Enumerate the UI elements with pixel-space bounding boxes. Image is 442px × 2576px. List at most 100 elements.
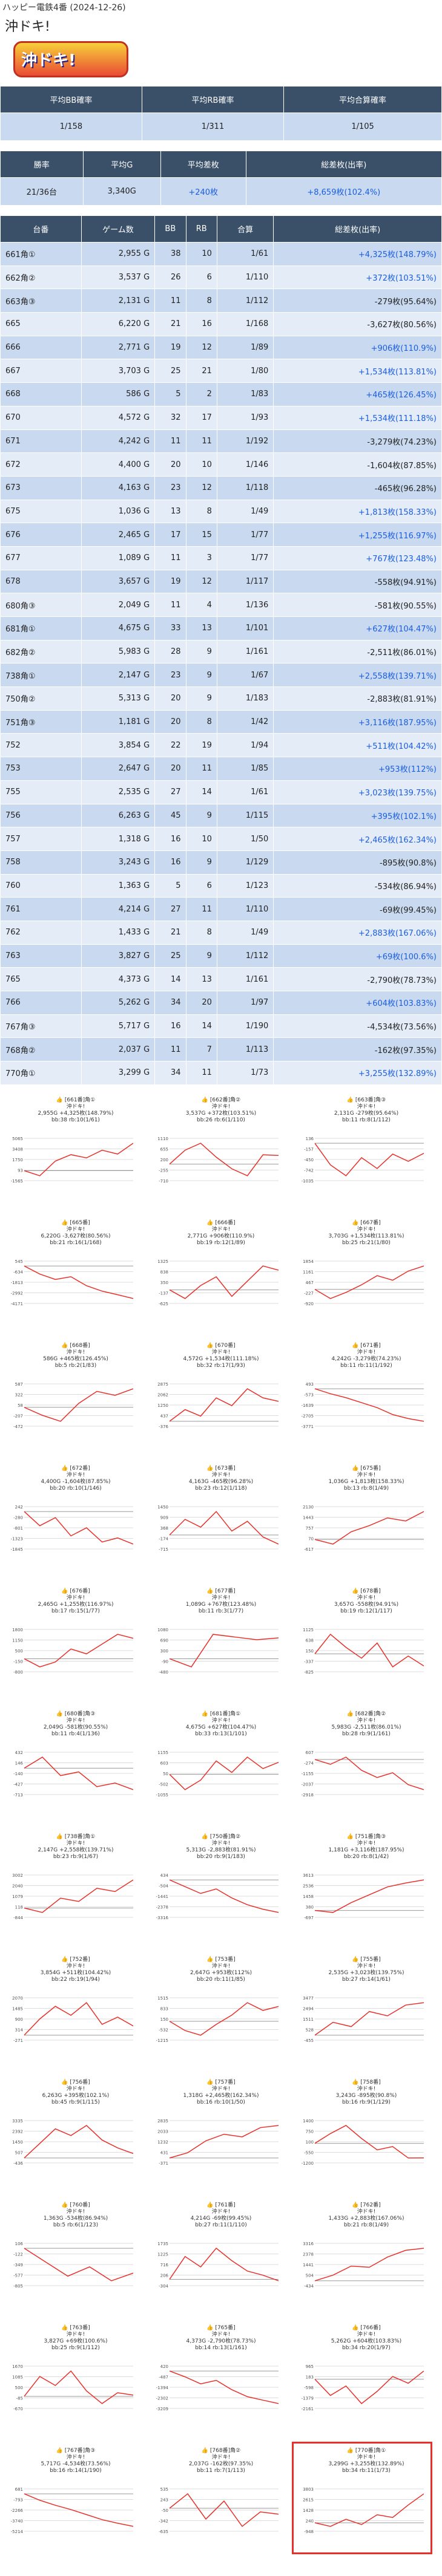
table-cell[interactable]: 752	[0, 733, 82, 758]
table-cell[interactable]: 671	[0, 429, 82, 454]
slot-chart-card[interactable]: 👍 [757番] 沖ドキ! 1,318G +2,465枚(162.34%) bb:16…	[151, 2079, 291, 2188]
chart-l2: 4,400G -1,604枚(87.85%)	[41, 1478, 111, 1485]
slot-chart-card[interactable]: 👍 [670番] 沖ドキ! 4,572G +1,534枚(111.18%) bb:32…	[151, 1343, 291, 1452]
slot-chart-card[interactable]: 👍 [751番]角③ 沖ドキ! 1,181G +3,116枚(187.95%) bb:…	[297, 1834, 436, 1943]
tick-label: -2037	[302, 1782, 314, 1787]
table-cell[interactable]: 670	[0, 405, 82, 430]
tick-label: 183	[306, 2375, 314, 2379]
tick-label: -1215	[156, 2038, 168, 2043]
slot-chart-card[interactable]: 👍 [667番] 沖ドキ! 3,703G +1,534枚(113.81%) bb:25…	[297, 1220, 436, 1329]
trend-chart: 2875 2062 1250 437 -376	[157, 1382, 279, 1429]
slot-chart-card[interactable]: 👍 [665番] 沖ドキ! 6,220G -3,627枚(80.56%) bb:21 …	[6, 1220, 145, 1329]
slot-chart-card[interactable]: 👍 [681番]角① 沖ドキ! 4,675G +627枚(104.47%) bb:33…	[151, 1711, 291, 1820]
table-row: 767角③ 5,717 G 16 14 1/190 -4,534枚(73.56%)	[0, 1014, 442, 1039]
tick-label: -487	[159, 2375, 168, 2379]
summary-value: 3,340G	[82, 177, 161, 206]
table-cell[interactable]: 756	[0, 803, 82, 828]
tick-label: -2378	[156, 1905, 168, 1909]
slot-chart-card[interactable]: 👍 [768番]角② 沖ドキ! 2,037G -162枚(97.35%) bb:11 …	[151, 2448, 291, 2557]
table-row: 752 3,854 G 22 19 1/94 +511枚(104.42%)	[0, 733, 442, 758]
slot-chart-card[interactable]: 👍 [755番] 沖ドキ! 2,535G +3,023枚(139.75%) bb:27…	[297, 1957, 436, 2066]
table-cell[interactable]: 663角③	[0, 289, 82, 313]
table-cell[interactable]: 766	[0, 991, 82, 1015]
table-cell[interactable]: 760	[0, 873, 82, 898]
slot-chart-card[interactable]: 👍 [766番] 沖ドキ! 5,262G +604枚(103.83%) bb:34 r…	[297, 2325, 436, 2434]
chart-l1: 沖ドキ!	[211, 1349, 231, 1355]
table-cell[interactable]: 762	[0, 920, 82, 945]
trend-line	[314, 1756, 424, 1790]
table-cell[interactable]: 662角②	[0, 265, 82, 290]
table-cell[interactable]: 667	[0, 359, 82, 383]
slot-chart-card[interactable]: 👍 [671番] 沖ドキ! 4,242G -3,279枚(74.23%) bb:11 …	[297, 1343, 436, 1452]
table-cell[interactable]: 680角③	[0, 593, 82, 617]
chart-l2: 1,181G +3,116枚(187.95%)	[328, 1847, 404, 1853]
slot-chart-card[interactable]: 👍 [762番] 沖ドキ! 1,433G +2,883枚(167.06%) bb:21…	[297, 2202, 436, 2311]
tick-label: 833	[160, 2006, 168, 2011]
table-cell[interactable]: 755	[0, 780, 82, 804]
slot-chart-card[interactable]: 👍 [678番] 沖ドキ! 3,657G -558枚(94.91%) bb:19 rb…	[297, 1588, 436, 1697]
summary-value: +8,659枚(102.4%)	[245, 177, 442, 206]
slot-chart-card[interactable]: 👍 [758番] 沖ドキ! 3,243G -895枚(90.8%) bb:16 rb:…	[297, 2079, 436, 2188]
table-cell[interactable]: 681角①	[0, 616, 82, 641]
table-cell[interactable]: 675	[0, 499, 82, 524]
table-cell[interactable]: 738角①	[0, 663, 82, 688]
slot-chart-card[interactable]: 👍 [666番] 沖ドキ! 2,771G +906枚(110.9%) bb:19 rb…	[151, 1220, 291, 1329]
tick-label: 493	[306, 1382, 314, 1387]
slot-chart-card[interactable]: 👍 [750番]角② 沖ドキ! 5,313G -2,883枚(81.91%) bb:2…	[151, 1834, 291, 1943]
chart-l1: 沖ドキ!	[66, 1472, 85, 1478]
table-cell[interactable]: 676	[0, 523, 82, 547]
slot-chart-card[interactable]: 👍 [756番] 沖ドキ! 6,263G +395枚(102.1%) bb:45 rb…	[6, 2079, 145, 2188]
table-cell[interactable]: 672	[0, 452, 82, 477]
slot-chart-card[interactable]: 👍 [760番] 沖ドキ! 1,363G -534枚(86.94%) bb:5 rb:…	[6, 2202, 145, 2311]
table-cell[interactable]: 678	[0, 569, 82, 594]
slot-chart-card[interactable]: 👍 [765番] 沖ドキ! 4,373G -2,790枚(78.73%) bb:14 …	[151, 2325, 291, 2434]
slot-chart-card[interactable]: 👍 [661番]角① 沖ドキ! 2,955G +4,325枚(148.79%) bb:…	[6, 1097, 145, 1206]
slot-chart-card[interactable]: 👍 [668番] 沖ドキ! 586G +465枚(126.45%) bb:5 rb:2…	[6, 1343, 145, 1452]
table-cell[interactable]: 751角③	[0, 709, 82, 734]
table-cell[interactable]: 677	[0, 546, 82, 570]
table-cell[interactable]: 758	[0, 850, 82, 875]
slot-chart-card[interactable]: 👍 [675番] 沖ドキ! 1,036G +1,813枚(158.33%) bb:13…	[297, 1466, 436, 1574]
chart-l2: 586G +465枚(126.45%)	[43, 1355, 108, 1362]
table-cell: 1/77	[216, 523, 274, 547]
table-cell[interactable]: 666	[0, 335, 82, 360]
table-cell[interactable]: 768角②	[0, 1037, 82, 1062]
table-cell[interactable]: 763	[0, 944, 82, 968]
tick-label: 3477	[303, 1996, 314, 2001]
slot-chart-card[interactable]: 👍 [763番] 沖ドキ! 3,827G +69枚(100.6%) bb:25 rb:…	[6, 2325, 145, 2434]
chart-info: 👍 [767番]角③ 沖ドキ! 5,717G -4,534枚(73.56%) bb:1…	[6, 2448, 145, 2474]
table-cell[interactable]: 673	[0, 475, 82, 500]
slot-chart-card[interactable]: 👍 [673番] 沖ドキ! 4,163G -465枚(96.28%) bb:23 rb…	[151, 1466, 291, 1574]
slot-chart-card[interactable]: 👍 [662番]角② 沖ドキ! 3,537G +372枚(103.51%) bb:26…	[151, 1097, 291, 1206]
table-cell: 12	[185, 475, 217, 500]
table-cell[interactable]: 767角③	[0, 1014, 82, 1039]
tick-label: 3613	[303, 1873, 314, 1878]
chart-l2: 4,214G -69枚(99.45%)	[190, 2215, 252, 2222]
chart-info: 👍 [756番] 沖ドキ! 6,263G +395枚(102.1%) bb:45 rb…	[6, 2079, 145, 2106]
slot-chart-card[interactable]: 👍 [672番] 沖ドキ! 4,400G -1,604枚(87.85%) bb:20 …	[6, 1466, 145, 1574]
slot-chart-card[interactable]: 👍 [753番] 沖ドキ! 2,647G +953枚(112%) bb:20 rb:1…	[151, 1957, 291, 2066]
slot-chart-card[interactable]: 👍 [676番] 沖ドキ! 2,465G +1,255枚(116.97%) bb:17…	[6, 1588, 145, 1697]
table-cell[interactable]: 661角①	[0, 242, 82, 266]
table-cell[interactable]: 665	[0, 312, 82, 336]
slot-chart-card[interactable]: 👍 [677番] 沖ドキ! 1,089G +767枚(123.48%) bb:11 r…	[151, 1588, 291, 1697]
table-cell: 1/83	[216, 382, 274, 406]
chart-l1: 沖ドキ!	[357, 1103, 376, 1110]
table-cell[interactable]: 682角②	[0, 639, 82, 664]
table-cell[interactable]: 757	[0, 827, 82, 851]
slot-chart-card[interactable]: 👍 [752番] 沖ドキ! 3,854G +511枚(104.42%) bb:22 r…	[6, 1957, 145, 2066]
table-cell[interactable]: 668	[0, 382, 82, 406]
table-header: ゲーム数	[81, 215, 156, 243]
table-cell[interactable]: 750角②	[0, 686, 82, 711]
slot-chart-card[interactable]: 👍 [761番] 沖ドキ! 4,214G -69枚(99.45%) bb:27 rb:…	[151, 2202, 291, 2311]
slot-chart-card[interactable]: 👍 [680番]角③ 沖ドキ! 2,049G -581枚(90.55%) bb:11 …	[6, 1711, 145, 1820]
chart-info: 👍 [763番] 沖ドキ! 3,827G +69枚(100.6%) bb:25 rb:…	[6, 2325, 145, 2352]
slot-chart-card[interactable]: 👍 [767番]角③ 沖ドキ! 5,717G -4,534枚(73.56%) bb:1…	[6, 2448, 145, 2557]
slot-chart-card[interactable]: 👍 [738番]角① 沖ドキ! 2,147G +2,558枚(139.71%) bb:…	[6, 1834, 145, 1943]
table-cell[interactable]: 761	[0, 897, 82, 921]
slot-chart-card[interactable]: 👍 [682番]角② 沖ドキ! 5,983G -2,511枚(86.01%) bb:2…	[297, 1711, 436, 1820]
table-cell[interactable]: 770角①	[0, 1061, 82, 1085]
slot-chart-card[interactable]: 👍 [663番]角③ 沖ドキ! 2,131G -279枚(95.64%) bb:11 …	[297, 1097, 436, 1206]
table-cell[interactable]: 753	[0, 757, 82, 781]
table-cell[interactable]: 765	[0, 967, 82, 991]
